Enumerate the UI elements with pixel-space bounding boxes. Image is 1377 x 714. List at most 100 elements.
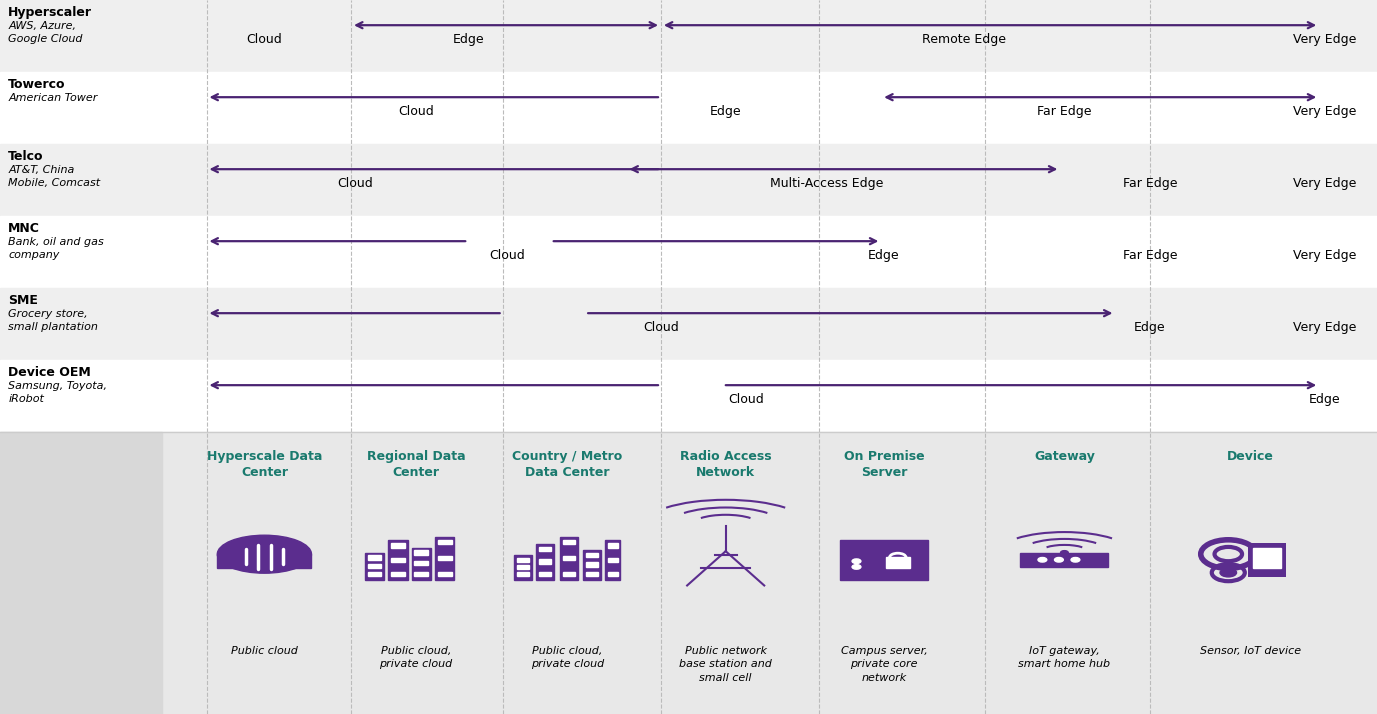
Bar	[0, 432, 162, 714]
Text: Edge: Edge	[869, 249, 899, 262]
Bar	[412, 548, 431, 580]
Text: Towerco: Towerco	[8, 78, 66, 91]
Bar	[438, 555, 452, 560]
Circle shape	[852, 559, 861, 563]
Text: Gateway: Gateway	[1034, 450, 1095, 463]
Bar	[0, 432, 1377, 714]
Text: Samsung, Toyota,
iRobot: Samsung, Toyota, iRobot	[8, 381, 107, 404]
Text: Very Edge: Very Edge	[1293, 177, 1356, 190]
Text: Cloud: Cloud	[489, 249, 525, 262]
Bar	[1020, 553, 1108, 567]
Ellipse shape	[218, 536, 311, 573]
Text: Remote Edge: Remote Edge	[921, 33, 1007, 46]
Bar	[435, 537, 454, 580]
Text: Very Edge: Very Edge	[1293, 249, 1356, 262]
Text: AWS, Azure,
Google Cloud: AWS, Azure, Google Cloud	[8, 21, 83, 44]
Bar	[514, 555, 532, 580]
Bar	[368, 555, 381, 560]
Bar	[0, 72, 1377, 144]
Text: Campus server,
private core
network: Campus server, private core network	[841, 646, 927, 683]
Text: Far Edge: Far Edge	[1122, 249, 1177, 262]
Circle shape	[1055, 558, 1063, 562]
Text: Device: Device	[1227, 450, 1274, 463]
Bar	[584, 550, 602, 580]
Circle shape	[1220, 568, 1237, 577]
Bar	[538, 547, 551, 551]
Bar	[538, 572, 551, 576]
Text: Hyperscaler: Hyperscaler	[8, 6, 92, 19]
Text: Public network
base station and
small cell: Public network base station and small ce…	[679, 646, 772, 683]
Bar	[391, 558, 405, 562]
Bar	[563, 540, 576, 544]
Text: American Tower: American Tower	[8, 94, 98, 104]
Text: Telco: Telco	[8, 150, 44, 163]
Bar	[414, 550, 428, 555]
Bar	[607, 558, 617, 562]
Text: Public cloud,
private cloud: Public cloud, private cloud	[530, 646, 605, 669]
Bar	[218, 554, 311, 568]
Bar	[518, 572, 529, 576]
Text: Cloud: Cloud	[398, 105, 434, 118]
Bar	[0, 216, 1377, 288]
Bar	[518, 558, 529, 562]
Text: Edge: Edge	[453, 33, 483, 46]
Text: Public cloud: Public cloud	[231, 646, 297, 656]
Bar	[563, 555, 576, 560]
Text: Very Edge: Very Edge	[1293, 33, 1356, 46]
Bar	[537, 544, 554, 580]
Text: Cloud: Cloud	[643, 321, 679, 334]
Text: Regional Data
Center: Regional Data Center	[366, 450, 465, 479]
Text: Far Edge: Far Edge	[1122, 177, 1177, 190]
Text: Very Edge: Very Edge	[1293, 321, 1356, 334]
Circle shape	[852, 565, 861, 569]
Bar	[1248, 543, 1286, 577]
Text: Country / Metro
Data Center: Country / Metro Data Center	[512, 450, 622, 479]
Bar	[438, 572, 452, 576]
Bar	[587, 553, 598, 557]
Circle shape	[1060, 550, 1069, 555]
Text: Hyperscale Data
Center: Hyperscale Data Center	[207, 450, 322, 479]
Bar	[538, 560, 551, 564]
Bar	[414, 572, 428, 576]
Bar	[365, 553, 384, 580]
Bar	[368, 564, 381, 568]
Text: Grocery store,
small plantation: Grocery store, small plantation	[8, 309, 98, 332]
Text: Edge: Edge	[711, 105, 741, 118]
Bar	[414, 561, 428, 565]
Bar	[607, 543, 617, 548]
Bar	[438, 540, 452, 544]
Bar	[0, 360, 1377, 432]
Bar	[0, 288, 1377, 360]
Bar	[840, 540, 928, 580]
Bar	[607, 572, 617, 576]
Text: Bank, oil and gas
company: Bank, oil and gas company	[8, 237, 105, 260]
Bar	[563, 572, 576, 576]
Bar	[391, 543, 405, 548]
Text: Edge: Edge	[1135, 321, 1165, 334]
Text: Sensor, IoT device: Sensor, IoT device	[1199, 646, 1301, 656]
Text: On Premise
Server: On Premise Server	[844, 450, 924, 479]
Text: Far Edge: Far Edge	[1037, 105, 1092, 118]
Bar	[518, 565, 529, 569]
Bar	[388, 540, 408, 580]
Bar	[368, 572, 381, 576]
Text: Public cloud,
private cloud: Public cloud, private cloud	[379, 646, 453, 669]
Text: Cloud: Cloud	[728, 393, 764, 406]
Text: IoT gateway,
smart home hub: IoT gateway, smart home hub	[1019, 646, 1110, 669]
Bar	[1253, 548, 1281, 568]
Text: Cloud: Cloud	[337, 177, 373, 190]
Text: Multi-Access Edge: Multi-Access Edge	[770, 177, 883, 190]
Bar	[587, 572, 598, 576]
Bar	[885, 557, 910, 568]
Bar	[587, 563, 598, 567]
Text: Radio Access
Network: Radio Access Network	[680, 450, 771, 479]
Text: Edge: Edge	[1310, 393, 1340, 406]
Text: Cloud: Cloud	[246, 33, 282, 46]
Bar	[559, 537, 578, 580]
Text: MNC: MNC	[8, 221, 40, 235]
Text: Very Edge: Very Edge	[1293, 105, 1356, 118]
Text: AT&T, China
Mobile, Comcast: AT&T, China Mobile, Comcast	[8, 166, 101, 188]
Bar	[391, 572, 405, 576]
Circle shape	[1038, 558, 1047, 562]
Text: Device OEM: Device OEM	[8, 366, 91, 378]
